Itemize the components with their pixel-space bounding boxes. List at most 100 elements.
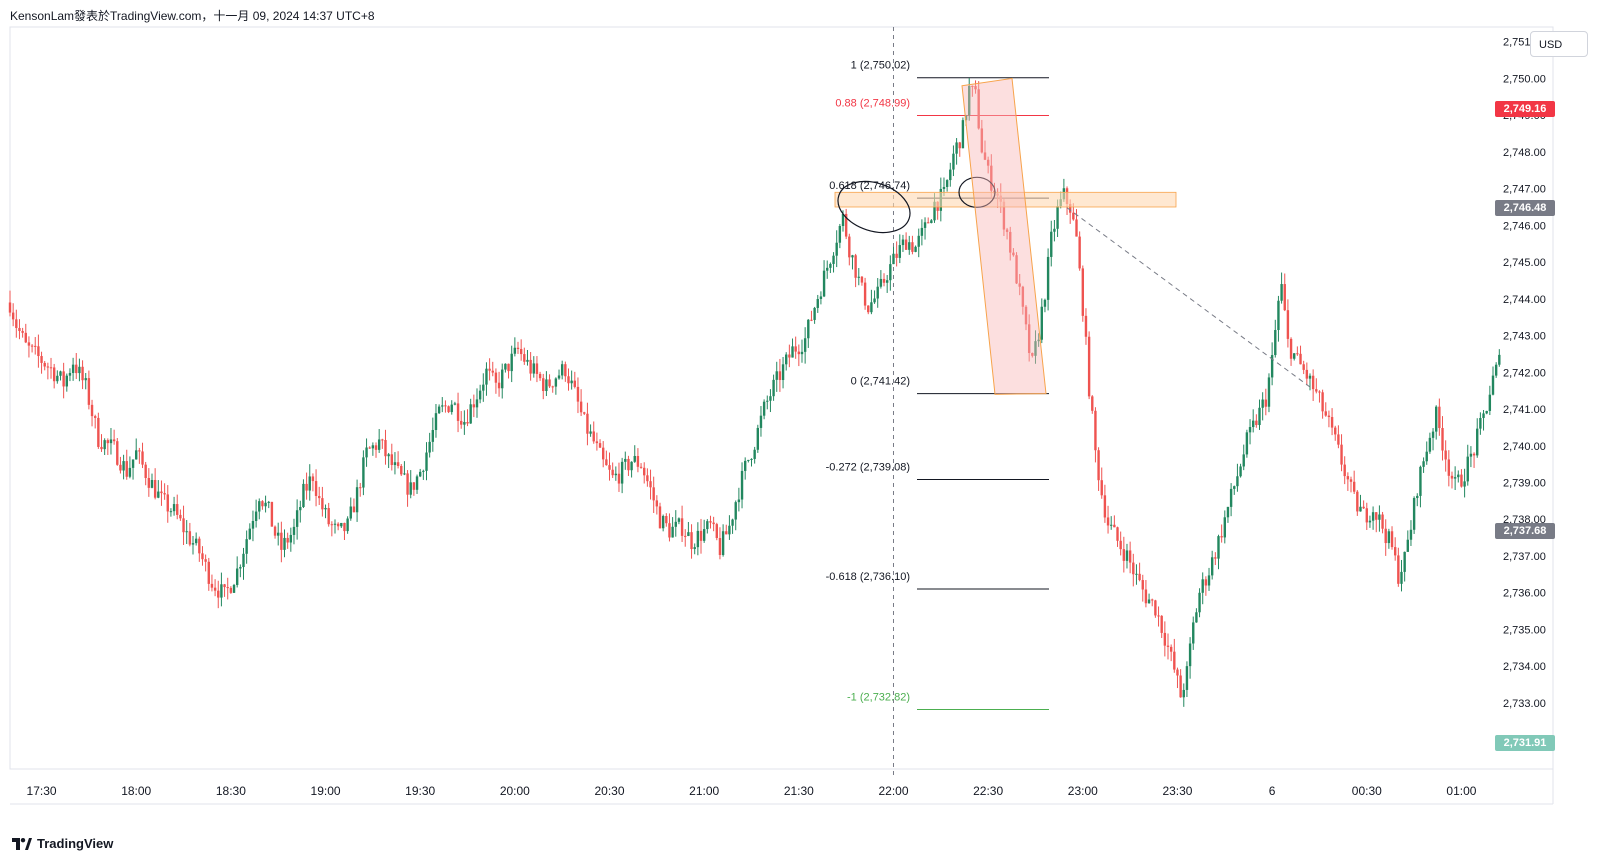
candle-body	[49, 367, 53, 369]
grid-layer	[9, 26, 1554, 777]
candle-body	[1113, 524, 1116, 528]
candle-body	[43, 362, 46, 367]
candle-body	[1201, 579, 1204, 593]
candle-body	[920, 227, 924, 236]
candle-body	[785, 354, 788, 365]
candle-body	[958, 142, 961, 149]
candle-body	[904, 239, 908, 250]
candle-body	[576, 386, 580, 402]
candle-body	[68, 372, 72, 376]
candle-body	[734, 502, 737, 520]
candle-body	[1248, 427, 1252, 433]
candle-body	[482, 384, 485, 391]
candle-body	[1173, 651, 1176, 670]
candle-body	[1460, 474, 1463, 487]
candle-body	[611, 469, 614, 476]
candle-body	[434, 413, 438, 430]
candle-body	[775, 371, 778, 380]
candle-body	[598, 443, 602, 448]
fib-level-label: -1 (2,732.82)	[847, 691, 910, 703]
currency-selector[interactable]: USD	[1530, 31, 1588, 57]
candle-body	[153, 479, 157, 498]
candle-body	[112, 439, 116, 442]
candle-body	[1166, 645, 1170, 647]
candle-body	[497, 382, 501, 389]
candle-body	[1210, 557, 1214, 576]
candle-body	[321, 498, 324, 510]
candle-body	[1043, 299, 1047, 307]
candle-body	[122, 461, 125, 471]
candle-body	[1053, 228, 1056, 232]
candle-body	[1056, 206, 1059, 229]
candle-body	[75, 364, 78, 374]
candle-body	[1375, 512, 1378, 520]
candle-body	[1046, 256, 1050, 300]
candle-body	[1002, 201, 1006, 230]
candle-body	[46, 366, 50, 368]
candle-body	[873, 298, 876, 303]
candle-body	[860, 276, 864, 283]
candle-body	[1305, 369, 1309, 379]
candle-body	[636, 455, 640, 467]
candle-body	[1435, 406, 1438, 432]
candle-body	[1400, 571, 1403, 584]
candle-body	[1125, 550, 1129, 561]
candle-body	[807, 319, 810, 339]
candle-body	[605, 459, 608, 466]
candle-body	[365, 447, 368, 458]
candle-body	[188, 531, 192, 545]
candle-body	[84, 378, 87, 381]
candle-body	[803, 338, 807, 352]
candle-body	[59, 371, 62, 376]
candle-body	[299, 507, 302, 511]
drawings-layer[interactable]	[831, 77, 1311, 395]
candle-body	[444, 405, 447, 407]
x-tick-label: 20:00	[500, 784, 530, 798]
candle-body	[469, 404, 472, 424]
candle-body	[538, 373, 542, 379]
candle-body	[1447, 459, 1451, 476]
candle-body	[1267, 377, 1271, 407]
tradingview-branding[interactable]: TradingView	[12, 836, 113, 851]
candle-body	[835, 242, 838, 256]
candle-body	[194, 538, 198, 544]
candle-body	[665, 516, 668, 524]
candle-body	[740, 470, 744, 500]
candle-body	[1188, 643, 1192, 667]
candle-body	[1349, 479, 1353, 482]
candle-body	[529, 359, 532, 374]
candle-body	[1416, 495, 1419, 499]
candle-body	[1274, 330, 1277, 356]
candle-body	[889, 264, 892, 281]
candle-body	[327, 507, 330, 525]
candle-body	[204, 559, 207, 562]
candle-body	[1012, 252, 1015, 256]
candle-body	[1233, 486, 1236, 489]
candle-body	[583, 412, 586, 414]
candle-body	[885, 280, 889, 283]
candle-body	[1242, 454, 1245, 467]
y-tick-label: 2,742.00	[1503, 367, 1546, 379]
x-tick-label: 18:00	[121, 784, 151, 798]
candle-body	[1160, 615, 1163, 633]
candle-body	[658, 506, 662, 529]
candle-body	[952, 153, 955, 170]
x-tick-label: 17:30	[27, 784, 57, 798]
candle-body	[1393, 547, 1397, 556]
candle-body	[264, 502, 267, 507]
candle-body	[1024, 306, 1028, 325]
candle-body	[346, 518, 349, 532]
candle-body	[949, 169, 952, 181]
candle-body	[649, 481, 652, 488]
fib-level-label: 0.618 (2,746.74)	[829, 180, 910, 192]
candle-body	[447, 406, 450, 413]
candle-body	[1299, 353, 1302, 365]
candle-body	[330, 524, 334, 526]
candle-body	[166, 494, 169, 512]
candle-body	[781, 364, 785, 381]
candle-body	[412, 482, 416, 490]
candle-body	[1204, 579, 1208, 586]
candle-body	[624, 458, 627, 462]
fib-level-label: 0 (2,741.42)	[851, 376, 910, 388]
